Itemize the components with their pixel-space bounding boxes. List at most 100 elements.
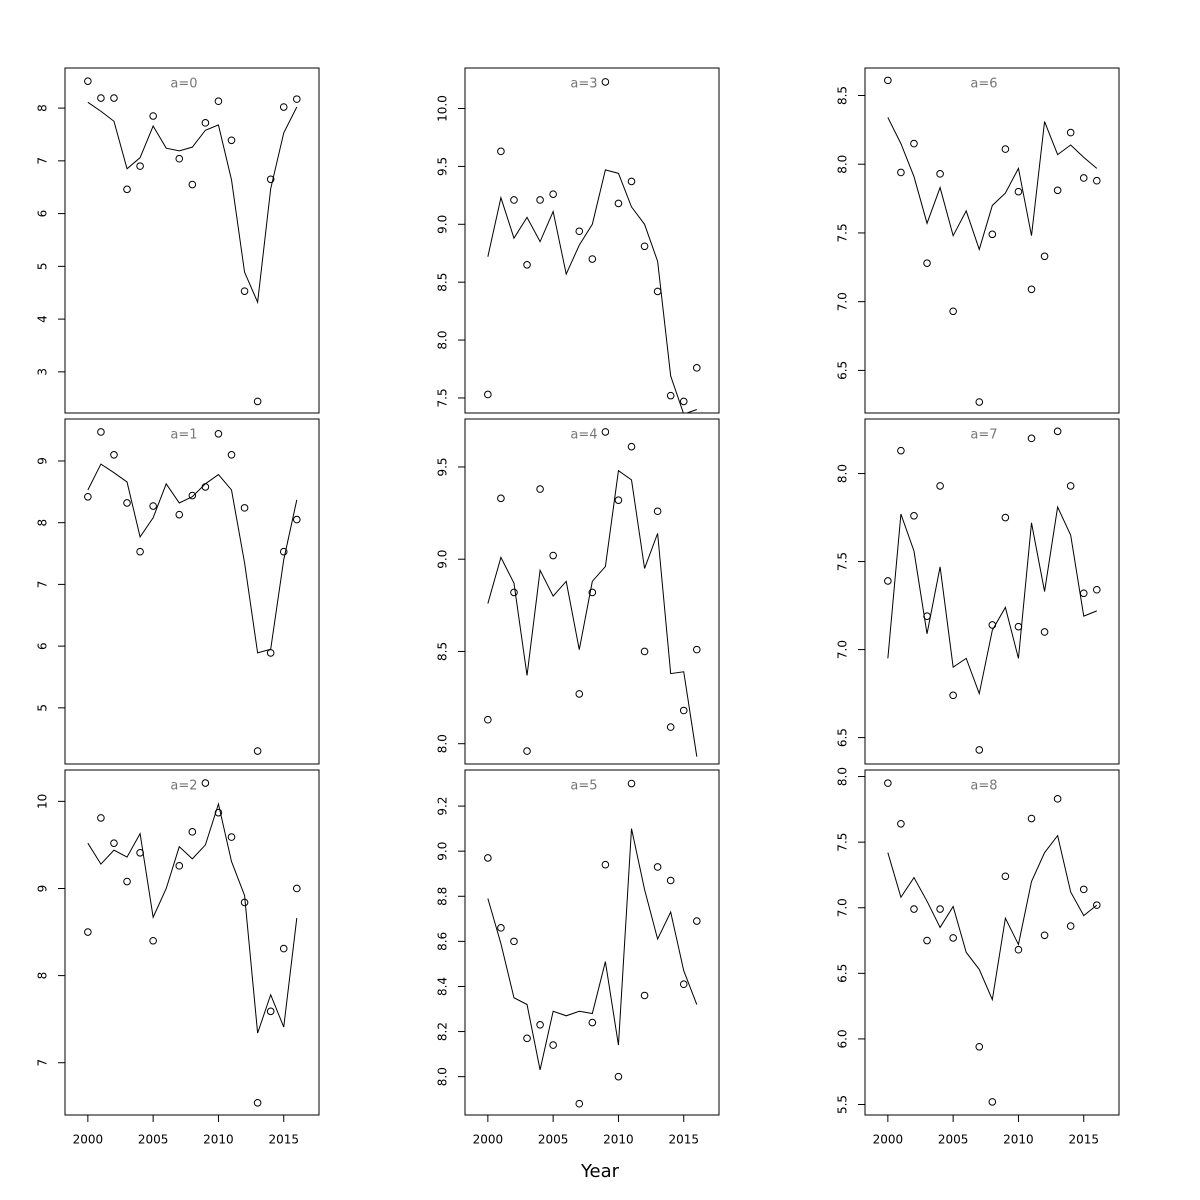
data-point	[510, 937, 518, 946]
data-point	[266, 1007, 275, 1016]
data-point	[110, 450, 118, 459]
data-point	[523, 261, 531, 269]
y-tick-label: 8.0	[836, 155, 850, 174]
x-tick-label: 2010	[603, 1133, 634, 1147]
data-point	[123, 877, 131, 886]
data-point	[279, 944, 288, 953]
data-point	[588, 588, 597, 597]
y-tick-label: 6	[36, 210, 50, 218]
data-point	[292, 515, 301, 524]
data-point	[923, 259, 931, 267]
y-tick-label: 6.0	[836, 1029, 850, 1048]
data-point	[240, 287, 249, 295]
data-point	[136, 162, 144, 170]
y-tick-label: 4	[36, 315, 50, 323]
data-point	[627, 442, 636, 451]
data-point	[484, 390, 492, 399]
data-point	[1066, 128, 1075, 137]
y-tick-label: 7.5	[836, 552, 850, 571]
y-tick-label: 8	[36, 972, 50, 980]
fit-line	[487, 169, 697, 413]
data-point	[123, 185, 131, 194]
data-point	[910, 905, 918, 913]
panel-title: a=2	[170, 779, 197, 794]
y-tick-label: 6.5	[836, 964, 850, 983]
data-point	[175, 510, 184, 519]
data-point	[110, 94, 118, 102]
y-tick-label: 6.5	[836, 728, 850, 747]
data-point	[1027, 285, 1036, 294]
y-tick-label: 7	[36, 157, 50, 165]
y-tick-label: 8.0	[836, 767, 850, 786]
data-point	[884, 779, 892, 787]
data-point	[510, 588, 518, 597]
plot-frame	[64, 769, 320, 1116]
data-point	[253, 397, 262, 406]
x-tick-label: 2015	[668, 1133, 699, 1147]
data-point	[897, 819, 905, 828]
data-point	[949, 691, 957, 700]
y-tick-label: 7.5	[436, 388, 450, 407]
y-tick-label: 3	[36, 368, 50, 376]
panel-title: a=4	[570, 428, 597, 443]
data-point	[227, 450, 236, 459]
y-tick-label: 7.5	[836, 223, 850, 242]
data-point	[227, 136, 236, 145]
data-point	[910, 139, 918, 148]
y-tick-label: 5	[36, 704, 50, 712]
fit-line	[487, 469, 698, 757]
panel-title: a=3	[570, 77, 597, 92]
data-point	[692, 917, 701, 925]
data-point	[936, 170, 944, 178]
x-tick-label: 2005	[538, 1133, 569, 1147]
y-tick-label: 9.5	[436, 457, 450, 476]
data-point	[640, 991, 649, 1000]
data-point	[614, 199, 623, 208]
data-point	[84, 928, 92, 936]
data-point	[188, 491, 197, 500]
data-point	[679, 980, 688, 989]
y-tick-label: 8.5	[436, 642, 450, 661]
fit-line	[87, 802, 298, 1034]
y-tick-label: 7.0	[836, 640, 850, 659]
data-point	[1092, 176, 1101, 185]
data-point	[266, 649, 275, 657]
y-tick-label: 9.0	[436, 842, 450, 861]
data-point	[1014, 622, 1023, 631]
data-point	[1014, 945, 1023, 954]
plot-frame	[464, 769, 720, 1116]
y-tick-label: 8.2	[436, 1022, 450, 1041]
data-point	[497, 494, 505, 503]
data-point	[1014, 187, 1023, 196]
data-point	[97, 814, 105, 822]
data-point	[1092, 585, 1101, 594]
data-point	[1027, 434, 1036, 443]
data-point	[692, 645, 701, 654]
data-point	[988, 621, 997, 629]
data-point	[884, 76, 892, 85]
y-tick-label: 8.5	[836, 86, 850, 105]
y-tick-label: 7.0	[836, 898, 850, 917]
panel-title: a=8	[970, 779, 997, 794]
panel: a=6 6.5 7.0 7.5 8.0 8.5	[836, 67, 1120, 414]
y-tick-label: 5.5	[836, 1095, 850, 1114]
data-point	[588, 255, 597, 263]
y-tick-label: 8.5	[436, 273, 450, 292]
panel-title: a=6	[970, 77, 997, 92]
data-point	[575, 690, 584, 698]
y-tick-label: 8	[36, 104, 50, 112]
data-point	[897, 446, 905, 455]
x-tick-label: 2010	[203, 1133, 234, 1147]
y-tick-label: 6	[36, 642, 50, 650]
data-point	[188, 828, 197, 836]
y-tick-label: 5	[36, 263, 50, 271]
data-point	[240, 504, 249, 512]
data-point	[653, 863, 662, 871]
data-point	[536, 485, 544, 493]
data-point	[1027, 814, 1036, 823]
y-tick-label: 7.5	[836, 833, 850, 852]
y-tick-label: 7	[36, 581, 50, 589]
y-tick-label: 9	[36, 457, 50, 465]
data-point	[897, 168, 905, 177]
